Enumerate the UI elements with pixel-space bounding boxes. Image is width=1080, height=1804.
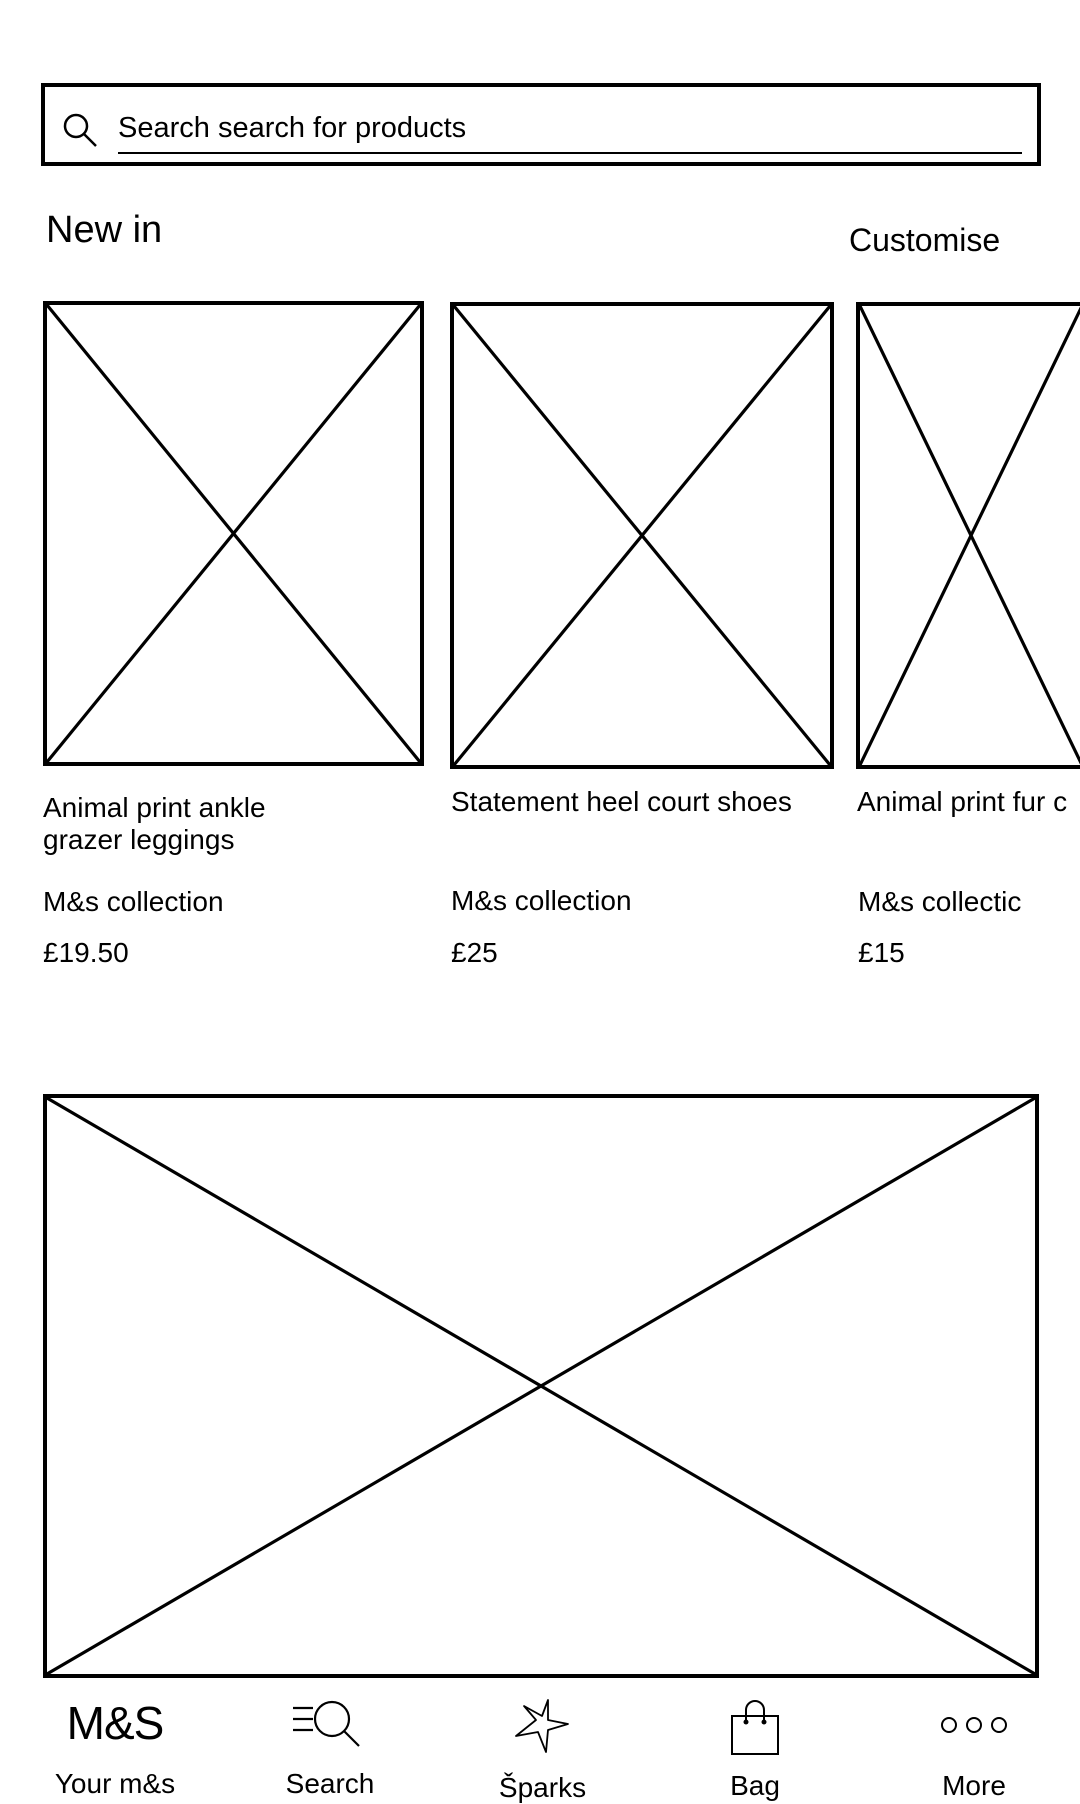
nav-label: More bbox=[942, 1770, 1006, 1801]
product-price: £25 bbox=[451, 937, 498, 968]
product-image-placeholder[interactable] bbox=[856, 302, 1080, 769]
banner-image-placeholder[interactable] bbox=[43, 1094, 1039, 1678]
search-icon bbox=[63, 113, 97, 147]
nav-label: Your m&s bbox=[54, 1768, 176, 1799]
nav-item-more[interactable]: More bbox=[924, 1690, 1024, 1801]
section-title-new-in: New in bbox=[46, 209, 163, 251]
product-price: £19.50 bbox=[43, 937, 129, 968]
product-name[interactable]: grazer leggings bbox=[43, 824, 235, 855]
product-brand: M&s collection bbox=[43, 886, 224, 917]
nav-label: Šparks bbox=[498, 1772, 587, 1803]
product-name[interactable]: Statement heel court shoes bbox=[451, 786, 792, 817]
product-price: £15 bbox=[858, 937, 905, 968]
product-image-placeholder[interactable] bbox=[43, 301, 424, 766]
search-placeholder: Search search for products bbox=[118, 112, 467, 144]
more-dots-icon bbox=[941, 1717, 1007, 1733]
nav-label: Bag bbox=[730, 1770, 780, 1801]
product-name-clip: Animal print fur c bbox=[857, 786, 1080, 822]
search-input[interactable]: Search search for products bbox=[118, 106, 1022, 154]
brand-logo: M&S bbox=[66, 1697, 165, 1749]
menu-search-icon bbox=[293, 1700, 360, 1747]
nav-item-bag[interactable]: Bag bbox=[705, 1690, 805, 1801]
nav-item-search[interactable]: Search bbox=[265, 1690, 395, 1800]
product-name[interactable]: Animal print ankle bbox=[43, 792, 266, 823]
shopping-bag-icon bbox=[731, 1700, 779, 1755]
customise-link[interactable]: Customise bbox=[849, 222, 1001, 258]
nav-label: Search bbox=[285, 1768, 375, 1799]
product-brand: M&s collectic bbox=[858, 886, 1022, 917]
search-bar[interactable] bbox=[41, 83, 1041, 166]
nav-item-your-ms[interactable]: M&S Your m&s bbox=[40, 1690, 190, 1800]
product-name[interactable]: Animal print fur c bbox=[857, 786, 1068, 817]
star-icon bbox=[515, 1699, 569, 1753]
product-brand: M&s collection bbox=[451, 885, 632, 916]
nav-item-sparks[interactable]: Šparks bbox=[480, 1690, 605, 1803]
product-image-placeholder[interactable] bbox=[450, 302, 834, 769]
